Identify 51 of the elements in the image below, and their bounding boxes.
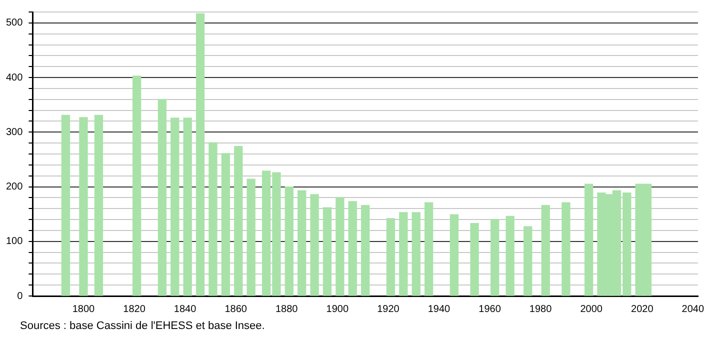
bar bbox=[361, 205, 370, 296]
bar bbox=[450, 214, 459, 296]
y-tick-label: 500 bbox=[6, 18, 24, 29]
bar bbox=[562, 202, 570, 296]
x-tick-label: 1960 bbox=[478, 304, 502, 315]
bar bbox=[284, 186, 294, 296]
bar bbox=[412, 212, 420, 296]
y-tick-label: 100 bbox=[6, 236, 24, 248]
bar bbox=[208, 142, 218, 296]
x-tick-label: 1900 bbox=[326, 304, 349, 315]
y-tick-label: 300 bbox=[6, 126, 24, 138]
bar bbox=[490, 219, 500, 296]
bar bbox=[336, 197, 344, 296]
bar bbox=[584, 184, 594, 296]
x-tick-label: 1840 bbox=[174, 304, 197, 315]
bar bbox=[386, 218, 396, 296]
bar bbox=[399, 212, 408, 296]
y-tick-label: 400 bbox=[6, 72, 24, 84]
bar bbox=[170, 118, 180, 296]
x-tick-label: 1980 bbox=[529, 304, 552, 315]
bar bbox=[470, 223, 479, 296]
bar bbox=[322, 207, 332, 296]
bar bbox=[348, 201, 357, 296]
x-tick-label: 1880 bbox=[275, 304, 298, 315]
bar bbox=[310, 194, 319, 296]
bar bbox=[196, 13, 205, 296]
x-tick-label: 1920 bbox=[377, 304, 400, 315]
bar bbox=[79, 117, 88, 296]
bar bbox=[158, 99, 167, 296]
bar bbox=[94, 114, 104, 296]
x-tick-label: 1940 bbox=[428, 304, 451, 315]
bar bbox=[234, 146, 243, 296]
bar bbox=[506, 216, 514, 296]
x-tick-label: 2020 bbox=[631, 304, 654, 315]
bar bbox=[246, 178, 256, 296]
bar bbox=[298, 190, 306, 296]
y-tick-label: 200 bbox=[6, 182, 24, 193]
bar bbox=[221, 153, 230, 296]
bar bbox=[61, 114, 70, 296]
bar bbox=[132, 76, 142, 296]
x-tick-label: 1860 bbox=[224, 304, 248, 315]
x-tick-label: 2000 bbox=[580, 304, 603, 315]
x-tick-label: 2040 bbox=[682, 304, 704, 315]
bar bbox=[541, 205, 550, 296]
source-note: Sources : base Cassini de l'EHESS et base Insee. bbox=[20, 320, 265, 332]
x-tick-label: 1800 bbox=[72, 304, 96, 315]
bar bbox=[424, 202, 434, 296]
bar bbox=[183, 118, 192, 296]
x-tick-label: 1820 bbox=[123, 304, 146, 315]
y-tick-label: 0 bbox=[17, 290, 24, 302]
bar bbox=[524, 226, 532, 296]
